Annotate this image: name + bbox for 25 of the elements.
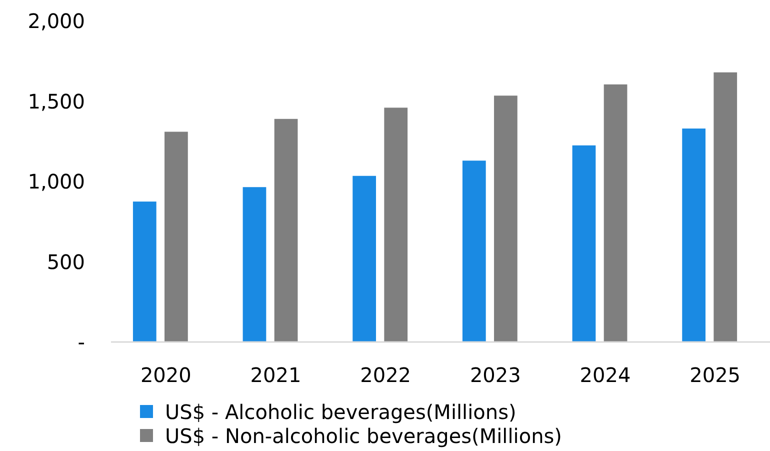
legend-label: US$ - Non-alcoholic beverages(Millions) (165, 424, 562, 448)
y-tick-label: 1,500 (28, 89, 85, 114)
y-tick-label: 500 (46, 250, 85, 274)
bar (462, 160, 486, 342)
bar (164, 132, 188, 342)
bar (384, 108, 408, 342)
bar (714, 72, 738, 342)
bar (572, 145, 596, 342)
x-tick-label: 2020 (140, 363, 192, 387)
bar (242, 187, 266, 342)
y-tick-label: 1,000 (28, 170, 85, 194)
bar (132, 202, 156, 342)
bar (494, 96, 518, 342)
x-tick-label: 2022 (360, 363, 412, 387)
bar (682, 128, 706, 342)
x-tick-label: 2024 (580, 363, 631, 387)
y-tick-label: - (78, 330, 85, 354)
x-tick-label: 2025 (690, 363, 741, 387)
bar (352, 176, 376, 342)
x-tick-label: 2021 (250, 363, 302, 387)
y-tick-label: 2,000 (28, 9, 85, 33)
x-tick-label: 2023 (470, 363, 521, 387)
bar (604, 84, 628, 342)
bar (274, 118, 298, 342)
legend-label: US$ - Alcoholic beverages(Millions) (165, 400, 516, 424)
